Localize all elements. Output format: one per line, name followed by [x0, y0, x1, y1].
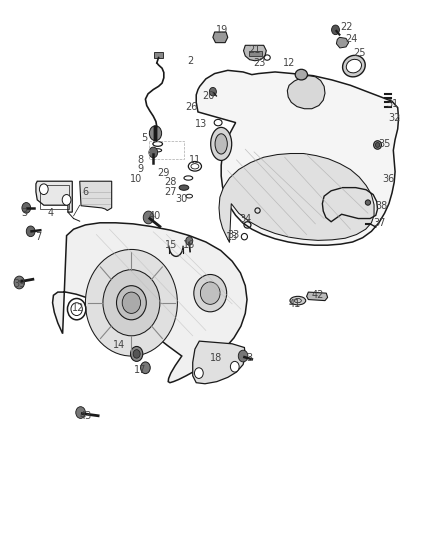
- Text: 5: 5: [141, 133, 148, 142]
- Polygon shape: [36, 181, 72, 212]
- Ellipse shape: [85, 249, 177, 356]
- Circle shape: [186, 237, 193, 245]
- Circle shape: [76, 407, 85, 418]
- Text: 42: 42: [312, 290, 324, 300]
- Ellipse shape: [375, 142, 380, 147]
- Circle shape: [143, 211, 154, 224]
- Polygon shape: [219, 154, 374, 243]
- Ellipse shape: [122, 292, 141, 313]
- Text: 27: 27: [165, 187, 177, 197]
- Polygon shape: [287, 76, 325, 109]
- Text: 22: 22: [340, 22, 352, 31]
- Circle shape: [230, 361, 239, 372]
- Ellipse shape: [215, 134, 227, 154]
- Text: 25: 25: [353, 49, 365, 58]
- Circle shape: [22, 203, 31, 213]
- Text: 34: 34: [239, 214, 251, 223]
- Text: 35: 35: [378, 139, 391, 149]
- Text: 21: 21: [249, 45, 261, 55]
- Circle shape: [209, 87, 216, 96]
- Text: 38: 38: [375, 201, 387, 211]
- Circle shape: [238, 350, 248, 362]
- Circle shape: [332, 25, 339, 35]
- Text: 6: 6: [82, 187, 88, 197]
- Ellipse shape: [194, 274, 227, 312]
- Text: 12: 12: [283, 58, 295, 68]
- Text: 41: 41: [288, 299, 300, 309]
- Text: 9: 9: [137, 165, 143, 174]
- Text: 18: 18: [210, 353, 223, 363]
- Circle shape: [26, 226, 35, 237]
- Ellipse shape: [117, 286, 146, 320]
- Ellipse shape: [103, 270, 160, 336]
- Circle shape: [149, 126, 162, 141]
- Text: 17: 17: [134, 365, 146, 375]
- Text: 26: 26: [185, 102, 197, 111]
- Polygon shape: [196, 70, 399, 245]
- Text: 31: 31: [386, 100, 398, 109]
- Text: 32: 32: [388, 114, 400, 123]
- Ellipse shape: [346, 59, 361, 73]
- Text: 4: 4: [47, 208, 53, 218]
- Polygon shape: [154, 52, 163, 58]
- Text: 7: 7: [35, 232, 42, 241]
- Text: 16: 16: [183, 240, 195, 250]
- Ellipse shape: [200, 282, 220, 304]
- Text: 13: 13: [195, 119, 208, 128]
- Text: 10: 10: [130, 174, 142, 184]
- Circle shape: [141, 362, 150, 374]
- Polygon shape: [244, 45, 266, 61]
- Polygon shape: [213, 32, 228, 43]
- Circle shape: [14, 276, 25, 289]
- Text: 2: 2: [187, 56, 194, 66]
- Circle shape: [194, 368, 203, 378]
- Text: 3: 3: [247, 353, 253, 363]
- Text: 36: 36: [382, 174, 394, 184]
- Ellipse shape: [365, 200, 371, 205]
- Text: 37: 37: [373, 218, 385, 228]
- Text: 29: 29: [158, 168, 170, 177]
- Text: 43: 43: [80, 411, 92, 421]
- Text: 11: 11: [189, 155, 201, 165]
- Text: 28: 28: [164, 177, 176, 187]
- Polygon shape: [336, 37, 349, 48]
- Ellipse shape: [211, 127, 232, 160]
- Text: 12: 12: [72, 303, 84, 313]
- Polygon shape: [53, 223, 247, 383]
- Text: 19: 19: [215, 25, 228, 35]
- Text: 15: 15: [165, 240, 177, 250]
- Text: 13: 13: [226, 232, 238, 241]
- Polygon shape: [80, 181, 112, 211]
- Polygon shape: [193, 341, 245, 384]
- Text: 24: 24: [345, 35, 357, 44]
- Text: 3: 3: [21, 208, 27, 218]
- Ellipse shape: [290, 296, 306, 305]
- Circle shape: [62, 195, 71, 205]
- Text: 40: 40: [149, 212, 161, 221]
- Ellipse shape: [179, 185, 189, 190]
- Text: 14: 14: [113, 341, 125, 350]
- Text: 20: 20: [202, 91, 215, 101]
- Ellipse shape: [343, 55, 365, 77]
- Text: 30: 30: [176, 195, 188, 204]
- Circle shape: [39, 184, 48, 195]
- Circle shape: [149, 147, 158, 158]
- Ellipse shape: [295, 69, 307, 80]
- Text: 39: 39: [13, 279, 25, 288]
- Circle shape: [131, 346, 143, 361]
- Circle shape: [133, 350, 140, 358]
- Text: 23: 23: [254, 58, 266, 68]
- Ellipse shape: [374, 141, 381, 149]
- Polygon shape: [307, 292, 328, 301]
- Text: 33: 33: [228, 230, 240, 239]
- Polygon shape: [249, 51, 262, 56]
- Text: 8: 8: [137, 155, 143, 165]
